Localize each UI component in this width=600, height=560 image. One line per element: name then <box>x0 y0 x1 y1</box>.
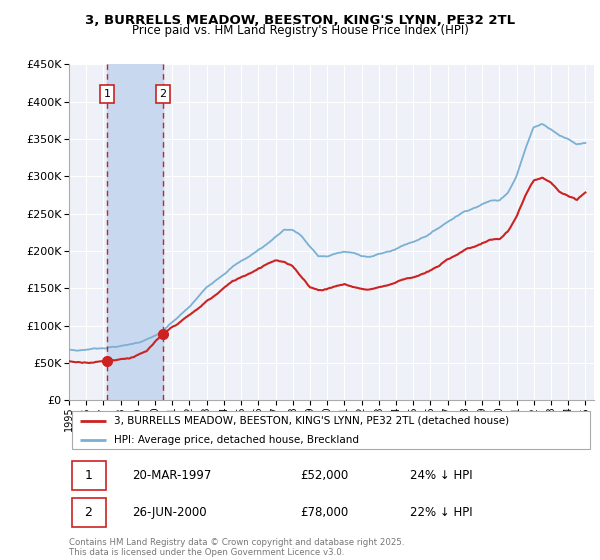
FancyBboxPatch shape <box>71 498 106 526</box>
FancyBboxPatch shape <box>71 461 106 491</box>
Text: £52,000: £52,000 <box>300 469 348 482</box>
Text: Price paid vs. HM Land Registry's House Price Index (HPI): Price paid vs. HM Land Registry's House … <box>131 24 469 36</box>
Text: 3, BURRELLS MEADOW, BEESTON, KING'S LYNN, PE32 2TL: 3, BURRELLS MEADOW, BEESTON, KING'S LYNN… <box>85 14 515 27</box>
Text: Contains HM Land Registry data © Crown copyright and database right 2025.
This d: Contains HM Land Registry data © Crown c… <box>69 538 404 557</box>
Bar <box>107 64 163 400</box>
Text: 2: 2 <box>160 89 167 99</box>
Text: 22% ↓ HPI: 22% ↓ HPI <box>410 506 473 519</box>
FancyBboxPatch shape <box>71 411 590 449</box>
Text: 24% ↓ HPI: 24% ↓ HPI <box>410 469 473 482</box>
Text: HPI: Average price, detached house, Breckland: HPI: Average price, detached house, Brec… <box>113 435 359 445</box>
Text: £78,000: £78,000 <box>300 506 348 519</box>
Text: 1: 1 <box>104 89 110 99</box>
Text: 3, BURRELLS MEADOW, BEESTON, KING'S LYNN, PE32 2TL (detached house): 3, BURRELLS MEADOW, BEESTON, KING'S LYNN… <box>113 416 509 426</box>
Text: 1: 1 <box>85 469 92 482</box>
Text: 20-MAR-1997: 20-MAR-1997 <box>132 469 211 482</box>
Text: 26-JUN-2000: 26-JUN-2000 <box>132 506 206 519</box>
Text: 2: 2 <box>85 506 92 519</box>
